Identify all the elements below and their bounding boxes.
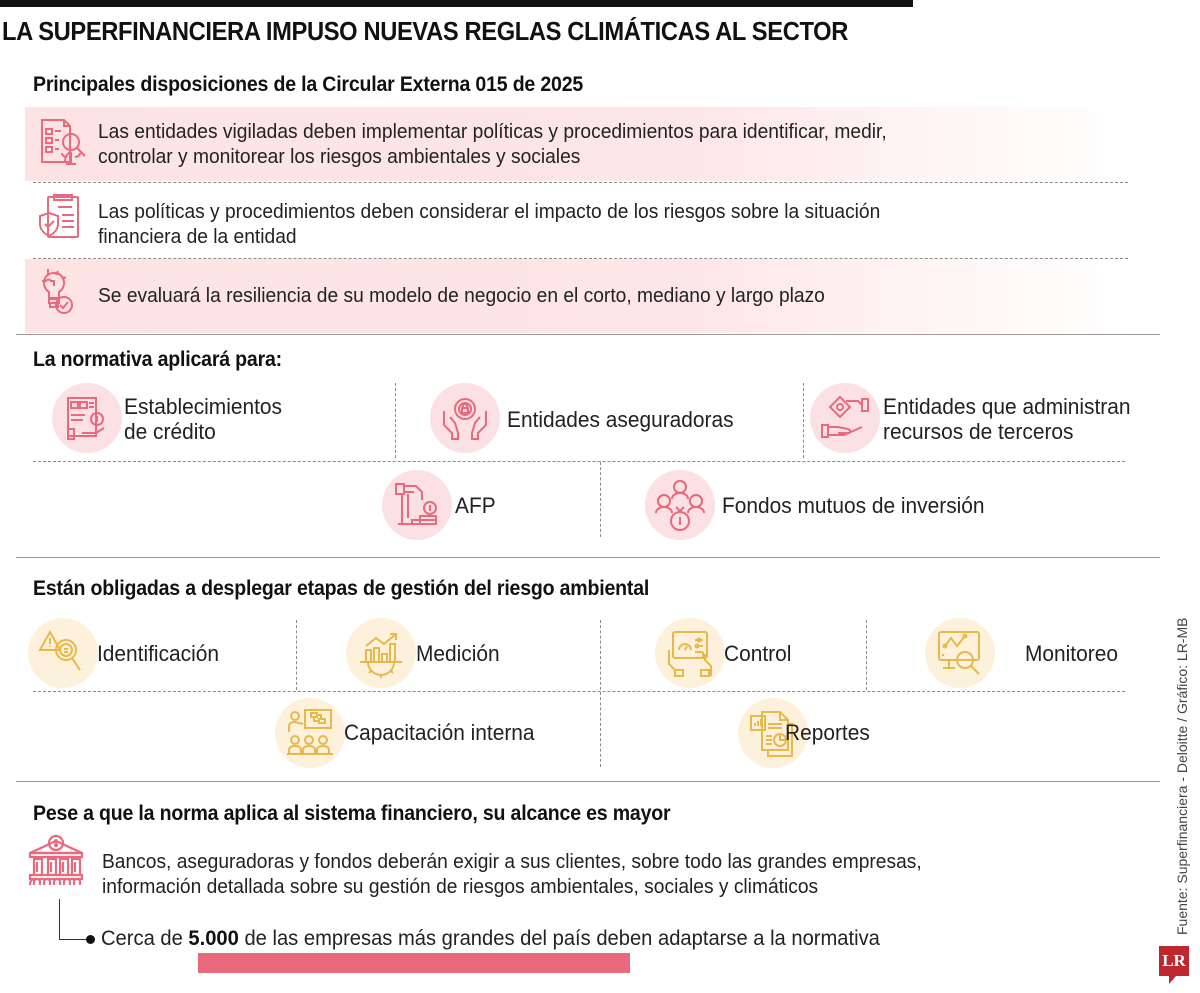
- checklist-search-icon: [36, 116, 92, 172]
- stage-6-label: Reportes: [785, 720, 870, 745]
- pension-coins-icon: [382, 470, 452, 540]
- entity-2-label: Entidades aseguradoras: [507, 407, 734, 432]
- divider-dashed: [33, 182, 1128, 183]
- people-money-bag-icon: [645, 470, 715, 540]
- scope-title: Pese a que la norma aplica al sistema fi…: [33, 802, 671, 825]
- section-divider: [16, 334, 1160, 335]
- training-board-icon: [275, 698, 345, 768]
- entity-4-label: AFP: [455, 493, 496, 518]
- provisions-title: Principales disposiciones de la Circular…: [33, 73, 584, 96]
- divider-vertical: [395, 383, 396, 458]
- applies-to-title: La normativa aplicará para:: [33, 348, 282, 371]
- tablet-controls-icon: [655, 618, 725, 688]
- shield-document-icon: [36, 193, 92, 249]
- divider-dashed: [33, 461, 1125, 462]
- divider-vertical: [866, 620, 867, 690]
- main-title: LA SUPERFINANCIERA IMPUSO NUEVAS REGLAS …: [2, 18, 848, 46]
- entity-1-label: Establecimientos de crédito: [124, 394, 282, 444]
- provision-3-text: Se evaluará la resiliencia de su modelo …: [98, 285, 825, 307]
- stage-2-label: Medición: [416, 641, 500, 666]
- divider-vertical: [296, 620, 297, 690]
- divider-dashed: [33, 691, 1125, 692]
- credit-document-icon: [52, 383, 122, 453]
- provision-2-line-2: financiera de la entidad: [98, 226, 297, 248]
- source-credits: Fuente: Superfinanciera - Deloitte / Grá…: [1174, 617, 1190, 935]
- divider-vertical: [600, 462, 601, 537]
- stage-3-label: Control: [724, 641, 792, 666]
- divider-vertical: [803, 383, 804, 458]
- provision-1-line-2: controlar y monitorear los riesgos ambie…: [98, 146, 581, 168]
- scope-text: Bancos, aseguradoras y fondos deberán ex…: [102, 850, 922, 900]
- scope-line-2: información detallada sobre su gestión d…: [102, 876, 819, 898]
- reports-documents-icon: [738, 698, 808, 768]
- scope-line-1: Bancos, aseguradoras y fondos deberán ex…: [102, 851, 922, 873]
- stage-1-label: Identificación: [97, 641, 220, 666]
- monitor-search-icon: [925, 618, 995, 688]
- divider-dashed: [33, 258, 1128, 259]
- warning-search-icon: [28, 618, 98, 688]
- lr-logo: LR: [1159, 946, 1189, 984]
- chart-gear-icon: [346, 618, 416, 688]
- hands-gear-lock-icon: [430, 383, 500, 453]
- section-divider: [16, 557, 1160, 558]
- provision-2-line-1: Las políticas y procedimientos deben con…: [98, 201, 881, 223]
- hands-money-icon: [810, 383, 880, 453]
- scope-bullet: Cerca de 5.000 de las empresas más grand…: [101, 927, 880, 950]
- provision-1-text: Las entidades vigiladas deben implementa…: [98, 120, 887, 170]
- stage-5-label: Capacitación interna: [344, 720, 535, 745]
- highlight-bar: [198, 953, 630, 973]
- top-rule: [0, 0, 913, 7]
- provision-band-3: [25, 259, 1135, 333]
- divider-vertical: [600, 692, 601, 767]
- puzzle-bulb-check-icon: [36, 265, 92, 321]
- stage-4-label: Monitoreo: [1025, 641, 1118, 666]
- stages-title: Están obligadas a desplegar etapas de ge…: [33, 577, 650, 600]
- highlight-number: 5.000: [188, 927, 239, 950]
- divider-vertical: [600, 620, 601, 690]
- entity-3-label: Entidades que administran recursos de te…: [883, 394, 1131, 444]
- bullet-dot: [86, 935, 95, 944]
- provision-1-line-1: Las entidades vigiladas deben implementa…: [98, 121, 887, 143]
- provision-band-1: [25, 107, 1135, 181]
- section-divider: [16, 781, 1160, 782]
- bank-icon: [28, 833, 84, 889]
- connector-line: [59, 899, 88, 940]
- entity-5-label: Fondos mutuos de inversión: [722, 493, 985, 518]
- provision-2-text: Las políticas y procedimientos deben con…: [98, 200, 880, 250]
